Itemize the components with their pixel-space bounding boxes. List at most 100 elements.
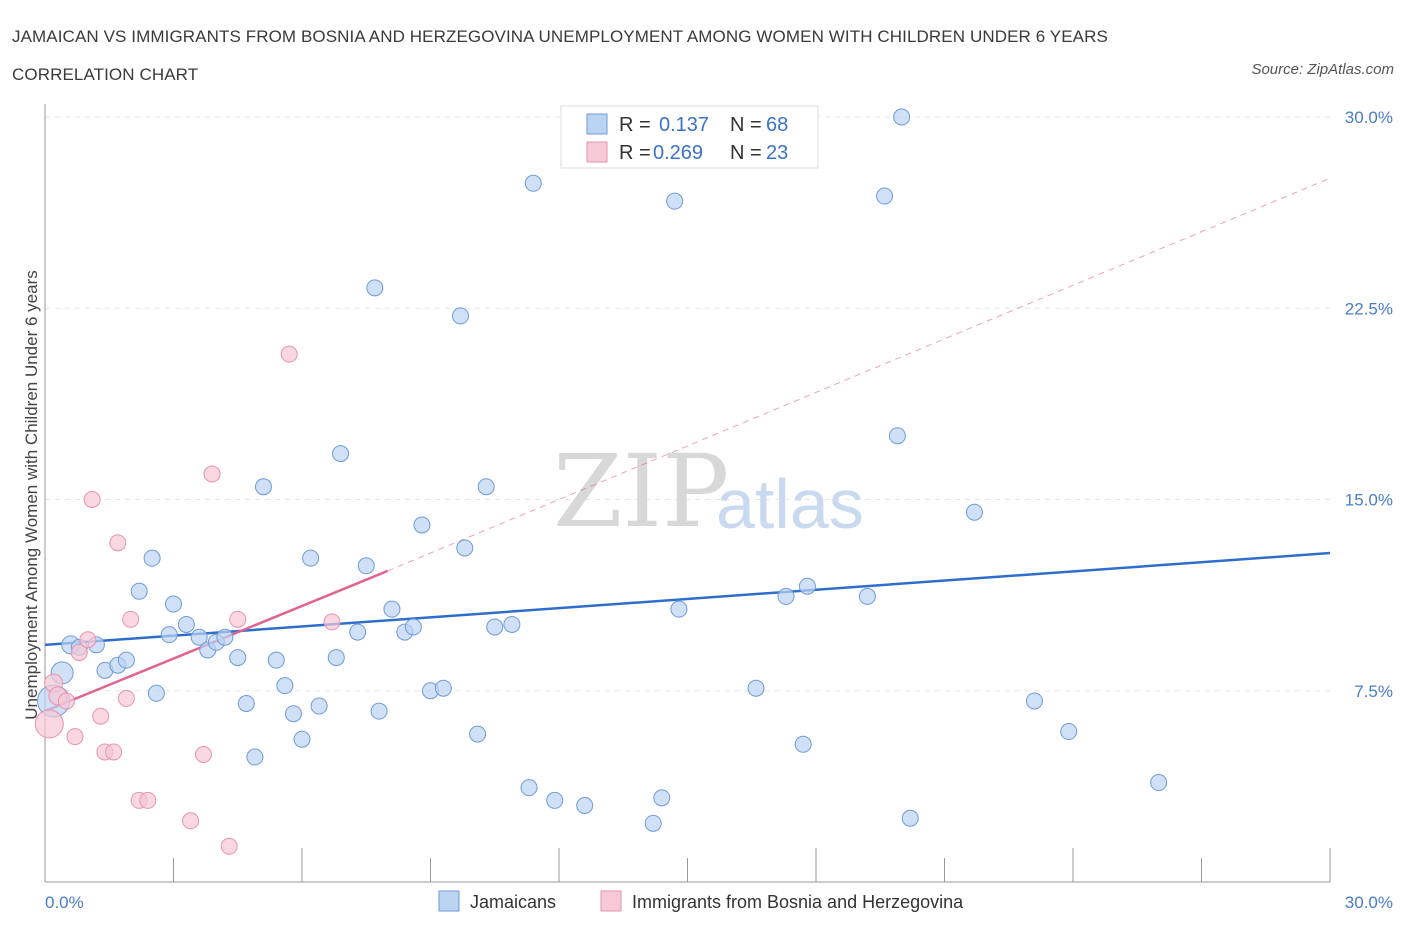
jamaicans-point	[888, 427, 906, 445]
jamaicans-point	[293, 730, 311, 748]
legend-bosnia-swatch	[600, 890, 622, 912]
jamaicans-point	[456, 539, 474, 557]
jamaicans-point	[165, 595, 182, 613]
legend-bosnia-label: Immigrants from Bosnia and Herzegovina	[632, 892, 964, 912]
bosnia-point	[220, 837, 238, 855]
jamaicans-point	[117, 651, 135, 669]
bosnia-point	[83, 491, 101, 508]
legend-jamaicans-swatch	[438, 890, 460, 912]
bosnia-point	[280, 345, 298, 363]
jamaicans-point	[486, 618, 504, 636]
bosnia-point	[323, 613, 341, 631]
legend-n-value-2: 23	[766, 142, 788, 164]
legend-r-value-1: 0.137	[659, 114, 709, 136]
jamaicans-point	[310, 697, 328, 715]
jamaicans-point	[901, 809, 919, 827]
jamaicans-point	[143, 549, 161, 567]
jamaicans-point	[190, 628, 208, 646]
jamaicans-point	[434, 679, 452, 697]
jamaicans-point	[357, 557, 375, 575]
jamaicans-point	[267, 651, 285, 669]
grid: 7.5% 15.0% 22.5% 30.0%	[45, 108, 1393, 701]
jamaicans-point	[503, 615, 521, 633]
jamaicans-point	[666, 192, 684, 210]
y-axis-label: Unemployment Among Women with Children U…	[22, 270, 41, 719]
y-tick-label: 15.0%	[1345, 491, 1393, 510]
jamaicans-swatch	[586, 113, 608, 135]
watermark: ZIP atlas	[553, 433, 864, 550]
jamaicans-point	[469, 725, 487, 743]
jamaicans-point	[160, 626, 178, 644]
jamaicans-point	[653, 789, 671, 807]
jamaicans-point	[524, 174, 542, 192]
y-tick-label: 7.5%	[1354, 682, 1393, 701]
jamaicans-point	[798, 577, 816, 595]
jamaicans-trend-line	[44, 551, 1331, 647]
bosnia-point	[70, 644, 88, 661]
bosnia-point	[34, 709, 64, 739]
jamaicans-point	[302, 549, 320, 567]
legend-n-label-1: N =	[730, 114, 762, 136]
jamaicans-point	[237, 695, 255, 712]
jamaicans-point	[1060, 723, 1078, 741]
bosnia-point	[122, 610, 140, 628]
jamaicans-point	[520, 779, 538, 797]
legend-r-label-2: R =	[619, 142, 651, 164]
bosnia-point	[139, 791, 157, 809]
y-tick-label: 30.0%	[1345, 108, 1393, 127]
x-tick-label: 30.0%	[1345, 893, 1393, 912]
jamaicans-point	[332, 445, 350, 463]
bosnia-point	[229, 610, 247, 628]
jamaicans-point	[276, 677, 294, 695]
bosnia-point	[182, 812, 200, 830]
jamaicans-point	[254, 478, 272, 496]
bosnia-trend-extension	[387, 177, 1331, 572]
jamaicans-point	[794, 735, 812, 753]
jamaicans-point	[451, 307, 469, 325]
bosnia-point	[194, 746, 212, 763]
bosnia-point	[66, 728, 84, 746]
data-points	[34, 108, 1168, 855]
bosnia-point	[203, 465, 221, 483]
source-label: Source: ZipAtlas.com	[1251, 61, 1394, 78]
jamaicans-point	[177, 615, 195, 633]
jamaicans-point	[747, 679, 765, 697]
series-legend: Jamaicans Immigrants from Bosnia and Her…	[438, 890, 964, 912]
jamaicans-point	[404, 618, 422, 636]
watermark-zip: ZIP	[553, 433, 729, 550]
jamaicans-point	[477, 478, 495, 496]
jamaicans-point	[1150, 774, 1168, 792]
axes: 0.0% 30.0%	[44, 104, 1393, 912]
bosnia-point	[57, 692, 75, 710]
legend-n-value-1: 68	[766, 114, 788, 136]
jamaicans-point	[644, 814, 662, 832]
jamaicans-point	[876, 187, 894, 205]
legend-n-label-2: N =	[730, 142, 762, 164]
bosnia-point	[79, 631, 97, 649]
jamaicans-point	[147, 684, 165, 702]
jamaicans-point	[965, 503, 983, 521]
jamaicans-point	[130, 582, 148, 600]
y-tick-label: 22.5%	[1345, 299, 1393, 318]
jamaicans-point	[383, 600, 401, 618]
bosnia-point	[105, 743, 123, 761]
jamaicans-point	[246, 748, 264, 766]
watermark-atlas: atlas	[716, 465, 864, 543]
stats-legend: R = 0.137 N = 68 R = 0.269 N = 23	[560, 105, 819, 169]
bosnia-point	[92, 707, 110, 725]
chart-title: JAMAICAN VS IMMIGRANTS FROM BOSNIA AND H…	[12, 27, 1108, 84]
legend-r-label-1: R =	[619, 114, 651, 136]
jamaicans-point	[546, 791, 564, 809]
jamaicans-point	[366, 279, 384, 297]
jamaicans-point	[1025, 692, 1043, 710]
bosnia-point	[109, 534, 127, 552]
bosnia-swatch	[586, 141, 608, 163]
jamaicans-point	[576, 797, 594, 814]
jamaicans-point	[858, 587, 876, 605]
jamaicans-point	[893, 108, 911, 126]
jamaicans-point	[229, 649, 247, 667]
bosnia-point	[117, 689, 135, 707]
legend-jamaicans-label: Jamaicans	[470, 892, 556, 912]
jamaicans-point	[216, 628, 234, 646]
jamaicans-point	[777, 587, 795, 605]
